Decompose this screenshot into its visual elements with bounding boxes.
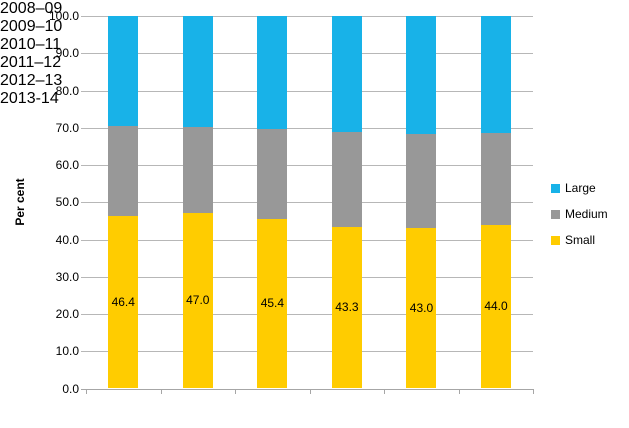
legend-label: Medium — [565, 207, 608, 221]
y-gridline — [81, 127, 534, 129]
y-tick-label: 60.0 — [55, 158, 79, 172]
data-label: 46.4 — [111, 294, 135, 309]
legend-swatch-large — [551, 183, 560, 193]
legend-item-large: Large — [551, 181, 596, 195]
y-gridline — [81, 165, 534, 166]
x-axis-tick — [235, 388, 237, 394]
data-label: 43.3 — [335, 300, 359, 315]
y-gridline — [81, 239, 534, 241]
y-gridline — [81, 90, 534, 92]
x-tick-label: 2010–11 — [0, 36, 62, 53]
x-axis-tick — [533, 388, 535, 394]
legend-item-small: Small — [551, 233, 595, 247]
bar-segment-large — [481, 16, 512, 134]
y-gridline — [81, 202, 534, 204]
legend-label: Large — [565, 181, 596, 195]
bar-segment-small — [481, 224, 512, 389]
data-label: 43.0 — [409, 300, 434, 315]
y-tick-label: 10.0 — [55, 344, 79, 359]
legend-label: Small — [565, 233, 596, 247]
bar-segment-medium — [257, 129, 288, 220]
x-tick-label: 2009–10 — [0, 18, 63, 35]
bar-segment-medium — [406, 134, 437, 229]
bar-segment-small — [108, 215, 139, 389]
x-axis-tick — [86, 388, 87, 394]
y-tick-label: 0.0 — [62, 381, 79, 396]
data-label: 44.0 — [484, 299, 508, 314]
y-tick-label: 80.0 — [55, 83, 79, 98]
y-tick-label: 20.0 — [55, 307, 79, 321]
x-tick-label: 2013-14 — [0, 90, 59, 107]
y-tick-label: 50.0 — [55, 195, 79, 210]
legend-swatch-medium — [551, 209, 560, 219]
x-tick-label: 2008–09 — [0, 0, 63, 17]
x-axis-tick — [309, 388, 311, 394]
bar-segment-small — [182, 213, 213, 389]
bar-segment-small — [331, 227, 362, 389]
bar-segment-large — [331, 16, 362, 132]
y-tick-label: 40.0 — [55, 232, 79, 247]
x-axis-tick — [160, 388, 162, 394]
x-axis-baseline — [81, 388, 534, 390]
x-axis-tick — [384, 388, 386, 394]
bar-segment-medium — [481, 133, 512, 225]
y-gridline — [81, 351, 534, 353]
y-tick-label: 100.0 — [48, 9, 79, 23]
data-label: 45.4 — [260, 296, 285, 311]
bar-segment-medium — [331, 131, 362, 228]
y-gridline — [81, 276, 534, 278]
bar-segment-medium — [108, 125, 139, 216]
bar-segment-large — [108, 16, 139, 126]
bar-segment-large — [182, 16, 213, 127]
bar-segment-medium — [182, 126, 213, 214]
y-gridline — [81, 53, 534, 55]
bar-segment-small — [406, 228, 437, 389]
y-tick-label: 90.0 — [55, 46, 79, 61]
y-gridline — [81, 16, 534, 17]
y-gridline — [81, 314, 534, 315]
x-axis-tick — [458, 388, 460, 394]
x-tick-label: 2012–13 — [0, 72, 63, 89]
y-axis-title: Per cent — [13, 178, 27, 226]
x-axis-tick-labels: 2008–09 2009–10 2010–11 2011–12 2012–13 2013-… — [0, 0, 629, 108]
x-tick-label: 2011–12 — [0, 54, 62, 71]
data-label: 47.0 — [186, 293, 210, 308]
legend-item-medium: Medium — [551, 207, 608, 221]
bar-segment-large — [257, 16, 288, 130]
legend-swatch-small — [551, 235, 560, 245]
bar-segment-large — [406, 16, 437, 135]
y-tick-label: 70.0 — [55, 120, 79, 135]
y-tick-label: 30.0 — [55, 269, 79, 284]
bar-segment-small — [257, 219, 288, 389]
